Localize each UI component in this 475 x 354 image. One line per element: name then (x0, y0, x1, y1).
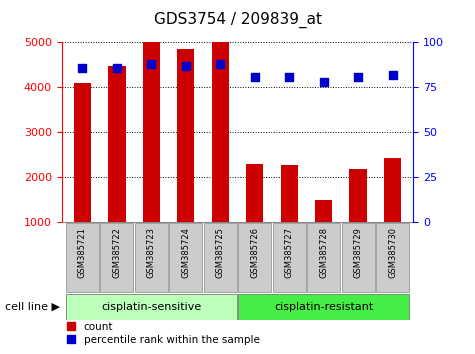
Bar (246, 164, 263, 222)
Point (113, 65, 121, 70)
FancyBboxPatch shape (204, 223, 237, 292)
Bar (108, 66, 125, 222)
Text: GSM385730: GSM385730 (388, 227, 397, 278)
FancyBboxPatch shape (273, 223, 306, 292)
Point (285, 74, 293, 79)
Bar (350, 169, 367, 222)
Text: GSM385726: GSM385726 (250, 227, 259, 278)
Point (217, 61, 224, 67)
Point (182, 63, 190, 69)
FancyBboxPatch shape (376, 223, 409, 292)
FancyBboxPatch shape (66, 223, 99, 292)
Bar (142, 42, 160, 222)
Bar (281, 165, 298, 222)
Text: cisplatin-sensitive: cisplatin-sensitive (101, 302, 201, 312)
FancyBboxPatch shape (342, 223, 375, 292)
Legend: count, percentile rank within the sample: count, percentile rank within the sample (67, 322, 259, 345)
Point (148, 61, 155, 67)
Bar (74, 83, 91, 222)
Text: GSM385722: GSM385722 (113, 227, 122, 278)
Bar (384, 158, 401, 222)
Point (79, 65, 86, 70)
Text: GSM385728: GSM385728 (319, 227, 328, 278)
Text: GSM385724: GSM385724 (181, 227, 190, 278)
Text: GSM385721: GSM385721 (78, 227, 87, 278)
Text: GSM385727: GSM385727 (285, 227, 294, 278)
Text: cisplatin-resistant: cisplatin-resistant (274, 302, 373, 312)
Bar (212, 42, 229, 222)
Point (389, 72, 396, 78)
FancyBboxPatch shape (100, 223, 133, 292)
FancyBboxPatch shape (238, 223, 271, 292)
Bar (315, 200, 332, 222)
FancyBboxPatch shape (169, 223, 202, 292)
FancyBboxPatch shape (66, 294, 237, 320)
Text: cell line ▶: cell line ▶ (5, 302, 60, 312)
FancyBboxPatch shape (135, 223, 168, 292)
Text: GSM385723: GSM385723 (147, 227, 156, 278)
Text: GSM385729: GSM385729 (353, 227, 362, 278)
Point (251, 74, 258, 79)
Point (354, 74, 362, 79)
Point (320, 79, 327, 85)
Text: GDS3754 / 209839_at: GDS3754 / 209839_at (153, 12, 322, 28)
Bar (177, 49, 194, 222)
Text: GSM385725: GSM385725 (216, 227, 225, 278)
FancyBboxPatch shape (238, 294, 409, 320)
FancyBboxPatch shape (307, 223, 340, 292)
